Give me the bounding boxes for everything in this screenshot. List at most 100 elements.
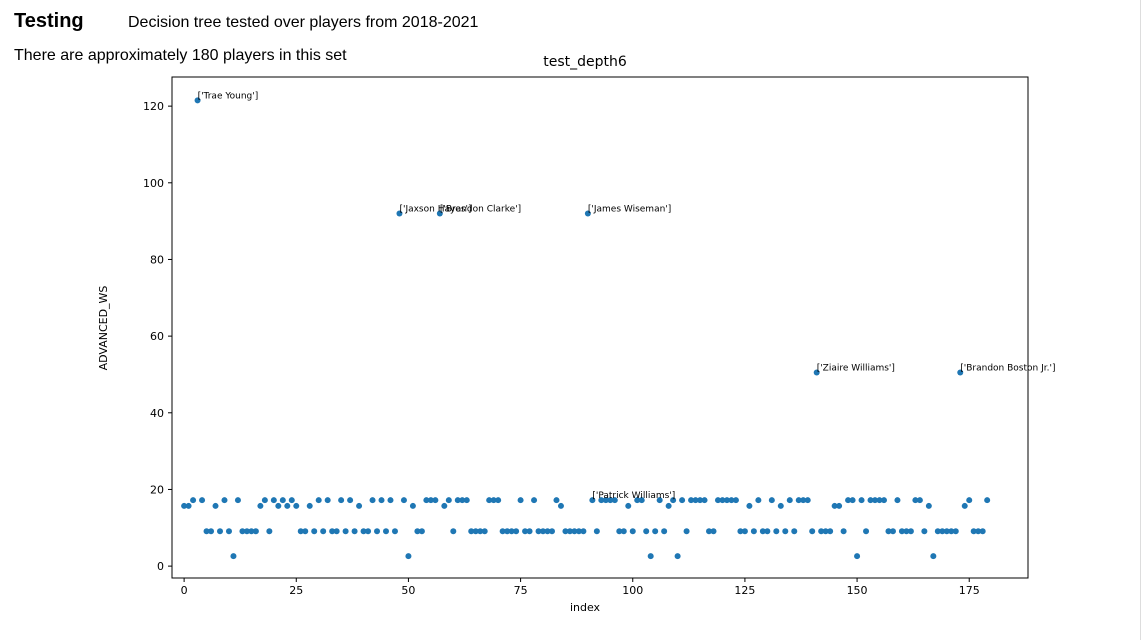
point <box>248 528 255 535</box>
point-annotation: ['Patrick Williams'] <box>592 491 675 501</box>
point <box>490 497 497 504</box>
point <box>230 553 237 560</box>
point <box>804 497 811 504</box>
point-annotation: ['Brandon Boston Jr.'] <box>960 364 1055 374</box>
point <box>486 497 493 504</box>
point <box>584 210 591 217</box>
point <box>643 528 650 535</box>
point <box>333 528 340 535</box>
point <box>266 528 273 535</box>
point-annotation: ['Ziaire Williams'] <box>817 364 895 374</box>
point <box>975 528 982 535</box>
section-title: Testing <box>14 10 84 32</box>
point <box>921 528 928 535</box>
point <box>504 528 511 535</box>
point <box>297 528 304 535</box>
point <box>409 502 416 509</box>
point <box>706 528 713 535</box>
point <box>293 502 300 509</box>
point <box>903 528 910 535</box>
point <box>517 497 524 504</box>
point <box>212 502 219 509</box>
point <box>885 528 892 535</box>
point <box>531 497 538 504</box>
point <box>863 528 870 535</box>
point <box>638 497 645 504</box>
point <box>867 497 874 504</box>
point <box>607 497 614 504</box>
point <box>728 497 735 504</box>
point <box>827 528 834 535</box>
point <box>719 497 726 504</box>
point <box>593 528 600 535</box>
point <box>275 502 282 509</box>
point <box>374 528 381 535</box>
point <box>239 528 246 535</box>
point <box>369 497 376 504</box>
point <box>822 528 829 535</box>
point <box>800 497 807 504</box>
point <box>629 528 636 535</box>
point <box>194 97 201 104</box>
point <box>221 497 228 504</box>
point <box>952 528 959 535</box>
point <box>889 528 896 535</box>
point <box>468 528 475 535</box>
point <box>405 553 412 560</box>
point <box>701 497 708 504</box>
x-tick-label: 50 <box>401 584 415 597</box>
point <box>849 497 856 504</box>
point-annotation: ['Jaxson Hayes'] <box>399 204 471 214</box>
point <box>477 528 484 535</box>
point <box>566 528 573 535</box>
point <box>898 528 905 535</box>
point <box>755 497 762 504</box>
point <box>665 502 672 509</box>
point <box>347 497 354 504</box>
point <box>840 528 847 535</box>
point <box>356 502 363 509</box>
point <box>674 553 681 560</box>
point <box>454 497 461 504</box>
point <box>548 528 555 535</box>
point <box>324 497 331 504</box>
point <box>315 497 322 504</box>
point <box>436 210 443 217</box>
point <box>513 528 520 535</box>
point <box>459 497 466 504</box>
point <box>400 497 407 504</box>
point <box>387 497 394 504</box>
point <box>768 497 775 504</box>
point <box>288 497 295 504</box>
x-tick-label: 75 <box>514 584 528 597</box>
point <box>795 497 802 504</box>
point <box>463 497 470 504</box>
point <box>391 528 398 535</box>
point <box>557 502 564 509</box>
point <box>445 497 452 504</box>
point <box>208 528 215 535</box>
point <box>396 210 403 217</box>
y-tick-label: 40 <box>150 407 164 420</box>
point <box>598 497 605 504</box>
point <box>876 497 883 504</box>
point-annotation: ['Trae Young'] <box>198 91 259 101</box>
y-axis-label: ADVANCED_WS <box>97 286 110 371</box>
y-tick-label: 20 <box>150 483 164 496</box>
x-tick-label: 0 <box>181 584 188 597</box>
point <box>526 528 533 535</box>
point <box>697 497 704 504</box>
point <box>190 497 197 504</box>
point <box>880 497 887 504</box>
point <box>939 528 946 535</box>
point <box>741 528 748 535</box>
point <box>544 528 551 535</box>
point <box>185 502 192 509</box>
x-tick-label: 125 <box>734 584 755 597</box>
point <box>782 528 789 535</box>
point <box>311 528 318 535</box>
point <box>481 528 488 535</box>
point <box>495 497 502 504</box>
